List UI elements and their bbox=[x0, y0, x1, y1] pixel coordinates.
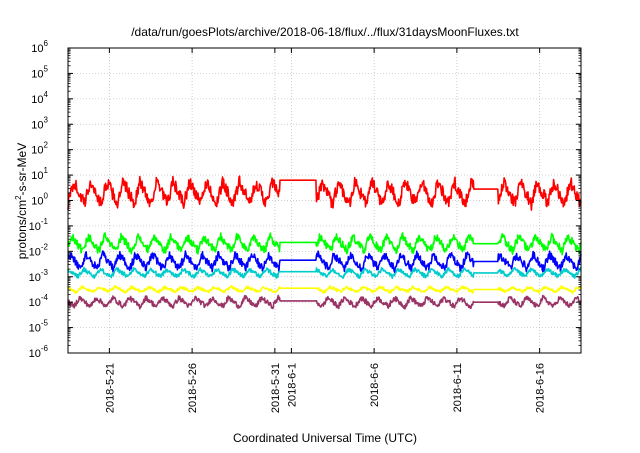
y-tick-label: 100 bbox=[31, 192, 48, 208]
y-axis-title-main: protons/cm bbox=[15, 200, 29, 259]
series-green-line bbox=[67, 232, 582, 256]
x-tick-label: 2018-6-1 bbox=[286, 363, 298, 407]
x-tick-label: 2018-6-11 bbox=[452, 363, 464, 412]
series-yellow-line bbox=[67, 284, 582, 295]
x-tick-label: 2018-6-16 bbox=[535, 363, 547, 413]
y-tick-label: 103 bbox=[31, 115, 48, 131]
chart-title: /data/run/goesPlots/archive/2018-06-18/f… bbox=[131, 25, 519, 39]
series-red-line bbox=[67, 175, 582, 211]
x-tick-label: 2018-5-26 bbox=[187, 363, 199, 413]
y-tick-label: 10-3 bbox=[29, 268, 49, 284]
y-tick-label: 104 bbox=[31, 90, 48, 106]
series-cyan-line bbox=[67, 266, 582, 280]
y-tick-label: 101 bbox=[31, 166, 48, 182]
x-tick-label: 2018-5-31 bbox=[270, 363, 282, 413]
y-tick-label: 10-4 bbox=[29, 293, 49, 309]
y-axis: 10-6 10-5 10-4 10-3 10-2 10-1 100 101 102 103 104 1… bbox=[29, 39, 581, 360]
y-tick-label: 105 bbox=[31, 64, 48, 80]
series-blue-line bbox=[67, 250, 582, 274]
y-tick-label: 10-2 bbox=[29, 242, 49, 258]
y-tick-label: 10-1 bbox=[29, 217, 49, 233]
x-axis-title: Coordinated Universal Time (UTC) bbox=[233, 431, 417, 445]
y-tick-label: 10-6 bbox=[29, 344, 49, 360]
y-tick-label: 106 bbox=[31, 39, 48, 55]
x-tick-label: 2018-5-21 bbox=[104, 363, 116, 413]
y-axis-title: protons/cm2-s-sr-MeV bbox=[14, 143, 29, 259]
y-tick-label: 102 bbox=[31, 141, 48, 157]
y-tick-label: 10-5 bbox=[29, 319, 49, 335]
x-tick-label: 2018-6-6 bbox=[369, 363, 381, 407]
x-axis: 2018-5-21 2018-5-26 2018-5-31 2018-6-1 2018-… bbox=[104, 48, 547, 413]
series-group bbox=[67, 175, 582, 310]
series-purple-line bbox=[67, 294, 582, 310]
y-axis-title-superscript: 2 bbox=[14, 195, 23, 200]
y-axis-title-units: -s-sr-MeV bbox=[15, 143, 29, 196]
